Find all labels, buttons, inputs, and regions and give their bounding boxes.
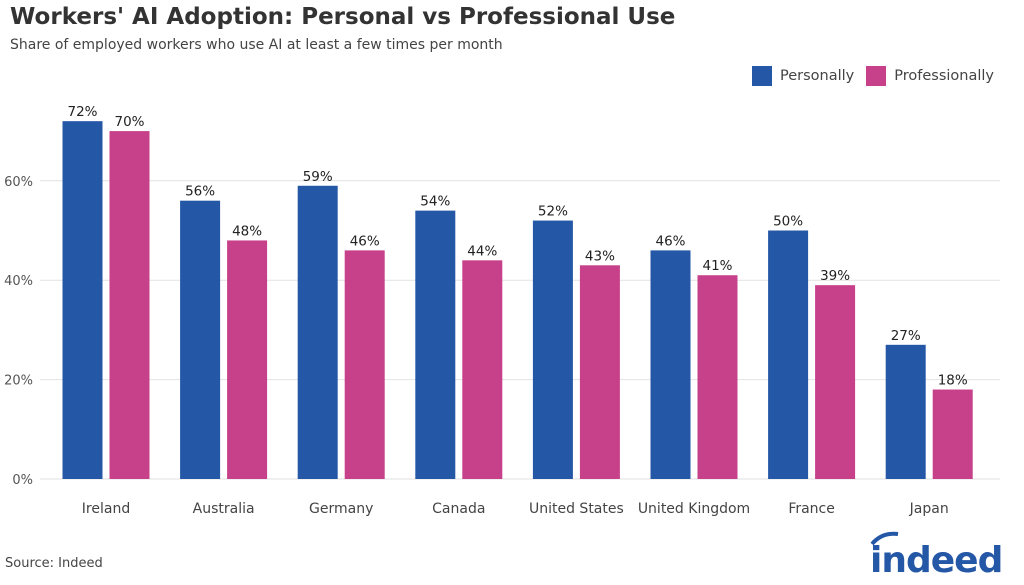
data-label: 70% <box>114 114 144 130</box>
x-tick-label: Canada <box>432 501 485 517</box>
bar-professionally <box>932 389 973 479</box>
legend-label: Professionally <box>894 68 994 84</box>
data-label: 46% <box>350 233 380 249</box>
data-label: 48% <box>232 223 262 239</box>
x-tick-label: United States <box>529 501 624 517</box>
bar-professionally <box>697 275 738 479</box>
data-label: 56% <box>185 184 215 200</box>
x-tick-label: Japan <box>909 501 949 517</box>
chart-subtitle: Share of employed workers who use AI at … <box>10 37 503 53</box>
indeed-logo: indeed <box>870 531 1003 580</box>
bar-personally <box>415 210 456 479</box>
bar-professionally <box>344 250 385 479</box>
bar-professionally <box>462 260 503 479</box>
bar-personally <box>180 200 221 479</box>
x-tick-label: United Kingdom <box>638 501 750 517</box>
x-tick-label: Ireland <box>82 501 130 517</box>
data-label: 39% <box>820 268 850 284</box>
bar-professionally <box>227 240 268 479</box>
bar-professionally <box>109 131 150 479</box>
bar-personally <box>62 121 103 479</box>
data-label: 50% <box>773 214 803 230</box>
bar-personally <box>650 250 691 479</box>
legend: Personally Professionally <box>740 66 994 86</box>
legend-item-professionally: Professionally <box>866 66 994 86</box>
bar-professionally <box>815 285 856 479</box>
data-label: 54% <box>420 194 450 210</box>
legend-swatch <box>866 66 887 86</box>
y-tick-label: 40% <box>4 274 33 289</box>
x-tick-label: Australia <box>193 501 255 517</box>
x-tick-label: France <box>788 501 835 517</box>
bar-personally <box>768 230 809 479</box>
legend-item-personally: Personally <box>751 66 855 86</box>
data-label: 27% <box>891 328 921 344</box>
data-label: 72% <box>67 104 97 120</box>
data-label: 52% <box>538 204 568 220</box>
source-note: Source: Indeed <box>5 556 103 571</box>
legend-swatch <box>751 66 772 86</box>
data-label: 41% <box>702 258 732 274</box>
bar-personally <box>297 185 338 479</box>
y-tick-label: 60% <box>4 175 33 190</box>
data-label: 59% <box>303 169 333 185</box>
data-label: 18% <box>938 373 968 389</box>
y-tick-label: 20% <box>4 374 33 389</box>
bar-professionally <box>579 265 620 479</box>
y-tick-label: 0% <box>12 473 33 488</box>
data-label: 46% <box>655 233 685 249</box>
chart-title: Workers' AI Adoption: Personal vs Profes… <box>10 4 676 30</box>
bar-personally <box>885 344 926 479</box>
bar-personally <box>532 220 573 479</box>
data-label: 44% <box>467 243 497 259</box>
data-label: 43% <box>585 248 615 264</box>
x-tick-label: Germany <box>309 501 373 517</box>
legend-label: Personally <box>779 68 855 84</box>
svg-text:indeed: indeed <box>870 540 1002 580</box>
